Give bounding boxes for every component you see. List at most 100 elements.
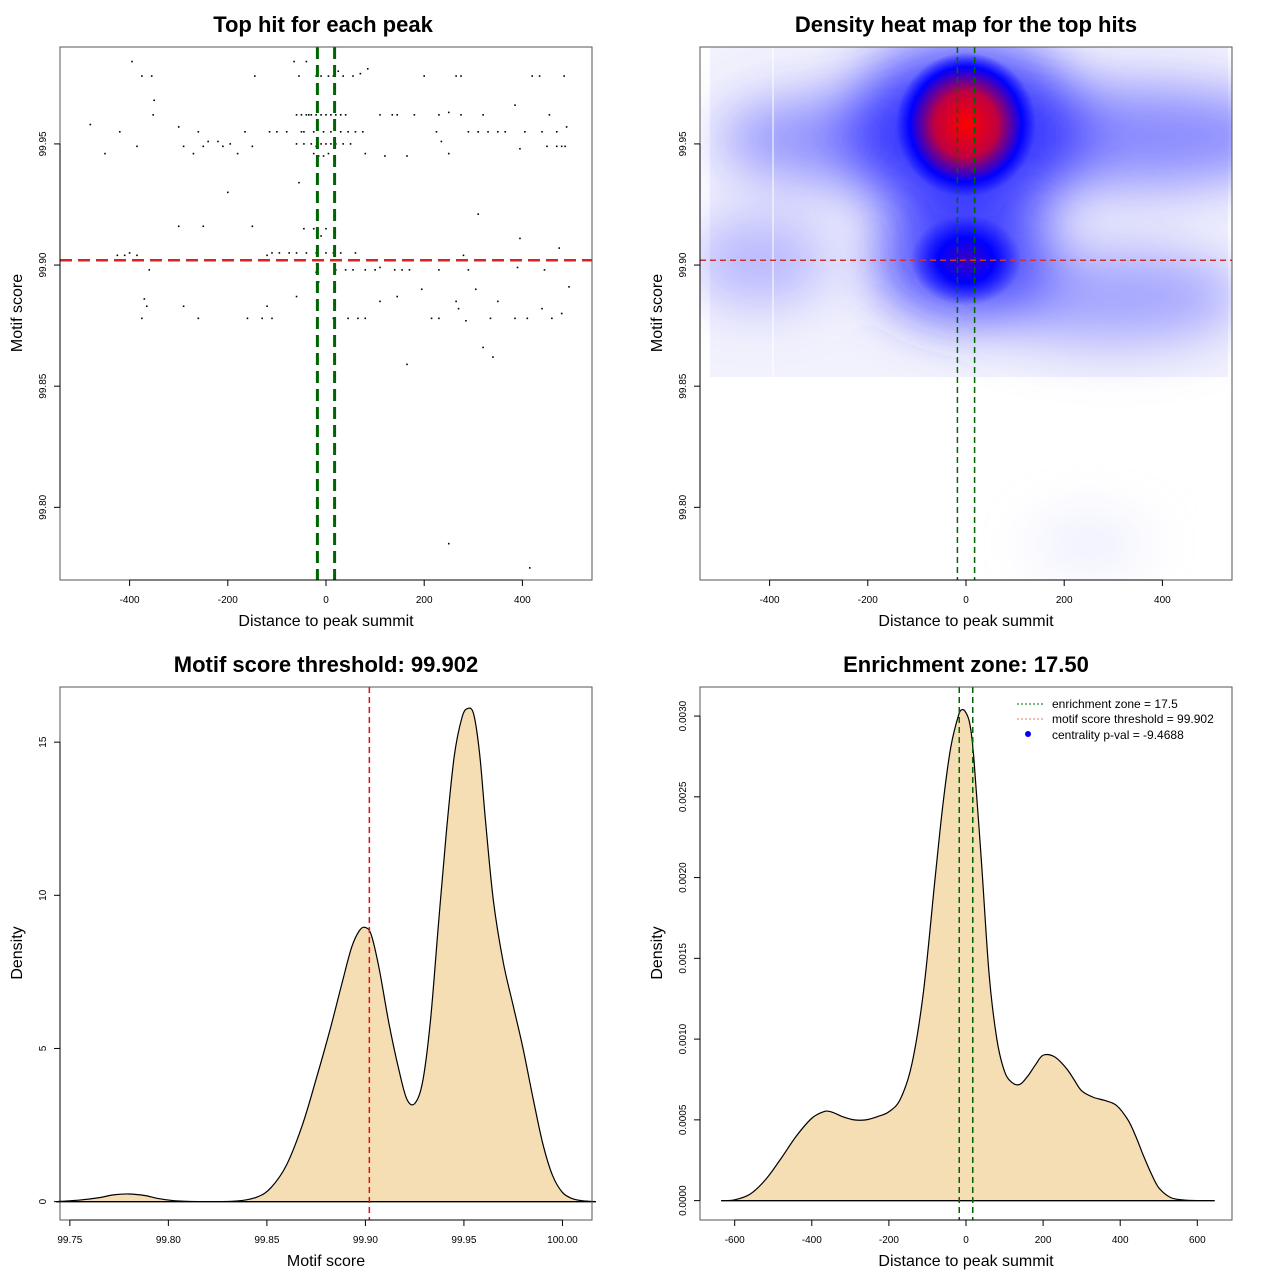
scatter-point — [497, 130, 499, 133]
scatter-point — [325, 227, 327, 230]
x-tick-label: -200 — [879, 1235, 899, 1246]
scatter-point — [528, 567, 531, 569]
x-tick-label: -400 — [120, 595, 140, 606]
y-tick-label: 0.0030 — [678, 700, 689, 731]
scatter-point — [330, 130, 332, 133]
scatter-point — [359, 72, 362, 75]
y-tick-label: 0.0015 — [678, 943, 689, 974]
scatter-point — [489, 317, 492, 320]
scatter-point — [295, 252, 298, 254]
legend-label: motif score threshold = 99.902 — [1052, 712, 1214, 726]
scatter-point — [406, 155, 408, 157]
scatter-point — [192, 152, 195, 155]
scatter-point — [438, 317, 440, 320]
scatter-point — [339, 252, 342, 254]
scatter-point — [344, 269, 347, 271]
scatter-point — [197, 317, 200, 320]
x-axis-label: Distance to peak summit — [878, 613, 1054, 630]
scatter-point — [430, 317, 433, 320]
scatter-point — [374, 269, 376, 271]
scatter-point — [197, 130, 200, 133]
scatter-point — [325, 114, 327, 116]
x-tick-label: -600 — [725, 1235, 745, 1246]
scatter-point — [364, 269, 367, 271]
scatter-point — [565, 126, 568, 128]
y-tick-label: 99.95 — [38, 131, 49, 156]
scatter-point — [222, 145, 224, 148]
scatter-point — [298, 181, 300, 184]
scatter-point — [482, 346, 484, 349]
scatter-point — [310, 143, 313, 145]
scatter-point — [202, 225, 205, 228]
scatter-point — [128, 252, 131, 254]
scatter-point — [460, 75, 462, 77]
scatter-point — [153, 99, 155, 102]
scatter-point — [305, 114, 308, 116]
scatter-point — [564, 145, 566, 148]
scatter-point — [251, 225, 254, 228]
scatter-point — [285, 130, 288, 133]
scatter-point — [546, 145, 548, 148]
scatter-point — [396, 114, 398, 116]
y-tick-label: 0 — [38, 1198, 49, 1204]
scatter-point — [393, 269, 396, 271]
scatter-point — [563, 75, 565, 77]
scatter-point — [344, 114, 347, 116]
x-axis-label: Distance to peak summit — [878, 1253, 1054, 1270]
scatter-point — [408, 269, 411, 271]
x-tick-label: 200 — [1035, 1235, 1052, 1246]
scatter-point — [271, 252, 273, 254]
y-tick-label: 0.0025 — [678, 781, 689, 812]
distance-density-panel: Enrichment zone: 17.50 -600 -400 -200 0 200 4… — [649, 652, 1233, 1270]
scatter-point — [310, 114, 313, 116]
scatter-point — [268, 130, 271, 133]
scatter-point — [293, 60, 295, 63]
y-tick-label: 99.85 — [678, 373, 689, 398]
y-tick-label: 10 — [38, 889, 49, 901]
score-density-panel: Motif score threshold: 99.902 99.75 99.80… — [9, 652, 596, 1270]
scatter-point — [136, 145, 138, 148]
y-axis-label: Motif score — [649, 274, 666, 352]
scatter-point — [347, 130, 349, 133]
scatter-point — [423, 75, 425, 77]
scatter-point — [295, 143, 298, 145]
scatter-point — [401, 269, 403, 271]
scatter-point — [514, 317, 516, 320]
scatter-point — [366, 68, 369, 70]
scatter-point — [251, 145, 254, 148]
scatter-point — [477, 213, 480, 215]
y-tick-label: 99.80 — [38, 494, 49, 519]
scatter-point — [379, 114, 381, 116]
scatter-point — [447, 542, 450, 545]
scatter-point — [551, 317, 553, 320]
scatter-point — [447, 152, 450, 155]
x-tick-label: 99.85 — [254, 1235, 279, 1246]
scatter-point — [325, 252, 327, 254]
scatter-point — [148, 269, 151, 271]
scatter-point — [303, 130, 305, 133]
scatter-point — [560, 312, 563, 315]
scatter-point — [474, 288, 477, 291]
scatter-point — [207, 140, 209, 143]
scatter-point — [467, 130, 470, 133]
scatter-point — [295, 295, 298, 298]
scatter-point — [339, 114, 342, 116]
scatter-point — [145, 305, 148, 308]
scatter-point — [182, 305, 185, 308]
legend: enrichment zone = 17.5 motif score thres… — [1017, 697, 1214, 742]
scatter-point — [335, 114, 337, 116]
scatter-point — [497, 300, 499, 303]
scatter-point — [354, 252, 357, 254]
scatter-point — [300, 130, 303, 133]
scatter-point — [327, 75, 330, 77]
scatter-point — [560, 145, 563, 148]
scatter-point — [177, 225, 180, 228]
density-curve — [56, 707, 596, 1203]
scatter-panel: Top hit for each peak -400 -200 0 200 400 99… — [9, 12, 593, 630]
scatter-point — [339, 130, 342, 133]
scatter-point — [455, 75, 457, 77]
scatter-point — [465, 319, 467, 322]
scatter-point — [526, 317, 529, 320]
scatter-point — [305, 60, 308, 63]
